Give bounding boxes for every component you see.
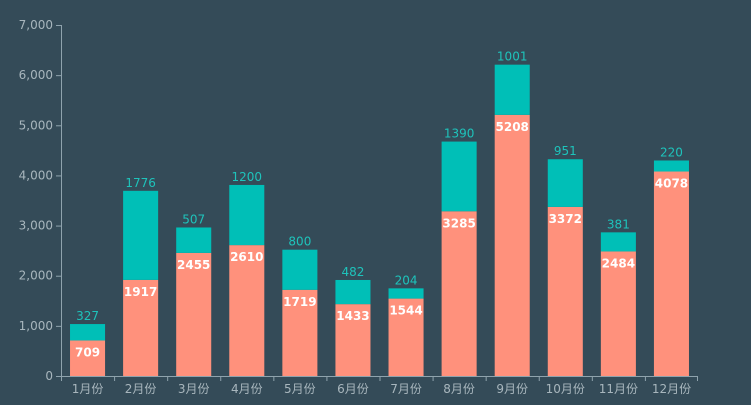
y-tick-label: 2,000 <box>19 269 53 283</box>
bar-segment <box>123 279 159 376</box>
data-label: 3372 <box>549 212 582 226</box>
data-label: 220 <box>660 145 683 159</box>
bar-segment <box>388 298 424 376</box>
y-tick-label: 3,000 <box>19 219 53 233</box>
bar-segment <box>494 64 530 115</box>
bar-segment <box>600 251 636 376</box>
bar-segment <box>653 171 689 376</box>
x-tick-label: 12月份 <box>652 382 691 396</box>
y-tick-label: 5,000 <box>19 118 53 132</box>
bar-segment <box>547 206 583 376</box>
data-label: 1917 <box>124 285 157 299</box>
x-tick-label: 9月份 <box>496 382 528 396</box>
bar-segment <box>653 160 689 172</box>
y-tick-label: 4,000 <box>19 168 53 182</box>
bar-segment <box>335 304 371 376</box>
x-tick-label: 11月份 <box>599 382 638 396</box>
data-label: 507 <box>182 212 205 226</box>
bar-segment <box>282 289 318 376</box>
bar-segment <box>70 324 106 341</box>
x-tick-label: 5月份 <box>284 382 316 396</box>
data-label: 1390 <box>444 127 475 141</box>
x-tick-label: 4月份 <box>231 382 263 396</box>
data-label: 1776 <box>125 176 156 190</box>
data-label: 951 <box>554 144 577 158</box>
y-tick-label: 0 <box>45 369 53 383</box>
data-label: 1433 <box>336 309 369 323</box>
bar-segment <box>441 141 477 212</box>
x-tick-label: 10月份 <box>546 382 585 396</box>
bar-segment <box>176 227 212 253</box>
data-label: 5208 <box>496 120 529 134</box>
bar-segment <box>176 252 212 376</box>
x-tick-label: 1月份 <box>72 382 104 396</box>
y-tick-label: 6,000 <box>19 68 53 82</box>
data-label: 800 <box>288 235 311 249</box>
data-label: 1719 <box>283 295 316 309</box>
x-tick-label: 7月份 <box>390 382 422 396</box>
bar-segment <box>494 114 530 376</box>
data-label: 1544 <box>389 304 422 318</box>
data-label: 482 <box>342 265 365 279</box>
bar-segment <box>70 340 106 376</box>
data-label: 1200 <box>232 170 263 184</box>
data-label: 1001 <box>497 50 528 64</box>
bar-segment <box>229 245 265 376</box>
data-label: 3285 <box>442 216 475 230</box>
data-label: 204 <box>395 273 418 287</box>
x-tick-label: 3月份 <box>178 382 210 396</box>
bar-segment <box>229 184 265 246</box>
data-label: 4078 <box>655 177 688 191</box>
bar-segment <box>600 232 636 252</box>
y-tick-label: 1,000 <box>19 319 53 333</box>
x-tick-label: 8月份 <box>443 382 475 396</box>
y-tick-label: 7,000 <box>19 18 53 32</box>
bar-segment <box>441 211 477 376</box>
data-label: 327 <box>76 309 99 323</box>
x-tick-label: 2月份 <box>125 382 157 396</box>
data-label: 2610 <box>230 250 263 264</box>
bar-segment <box>547 159 583 207</box>
bar-segment <box>282 249 318 290</box>
data-label: 2455 <box>177 258 210 272</box>
data-label: 2484 <box>602 256 635 270</box>
bar-segment <box>123 190 159 280</box>
bar-segment <box>335 279 371 305</box>
data-label: 381 <box>607 217 630 231</box>
bar-segment <box>388 288 424 299</box>
data-label: 709 <box>75 345 100 359</box>
x-tick-label: 6月份 <box>337 382 369 396</box>
